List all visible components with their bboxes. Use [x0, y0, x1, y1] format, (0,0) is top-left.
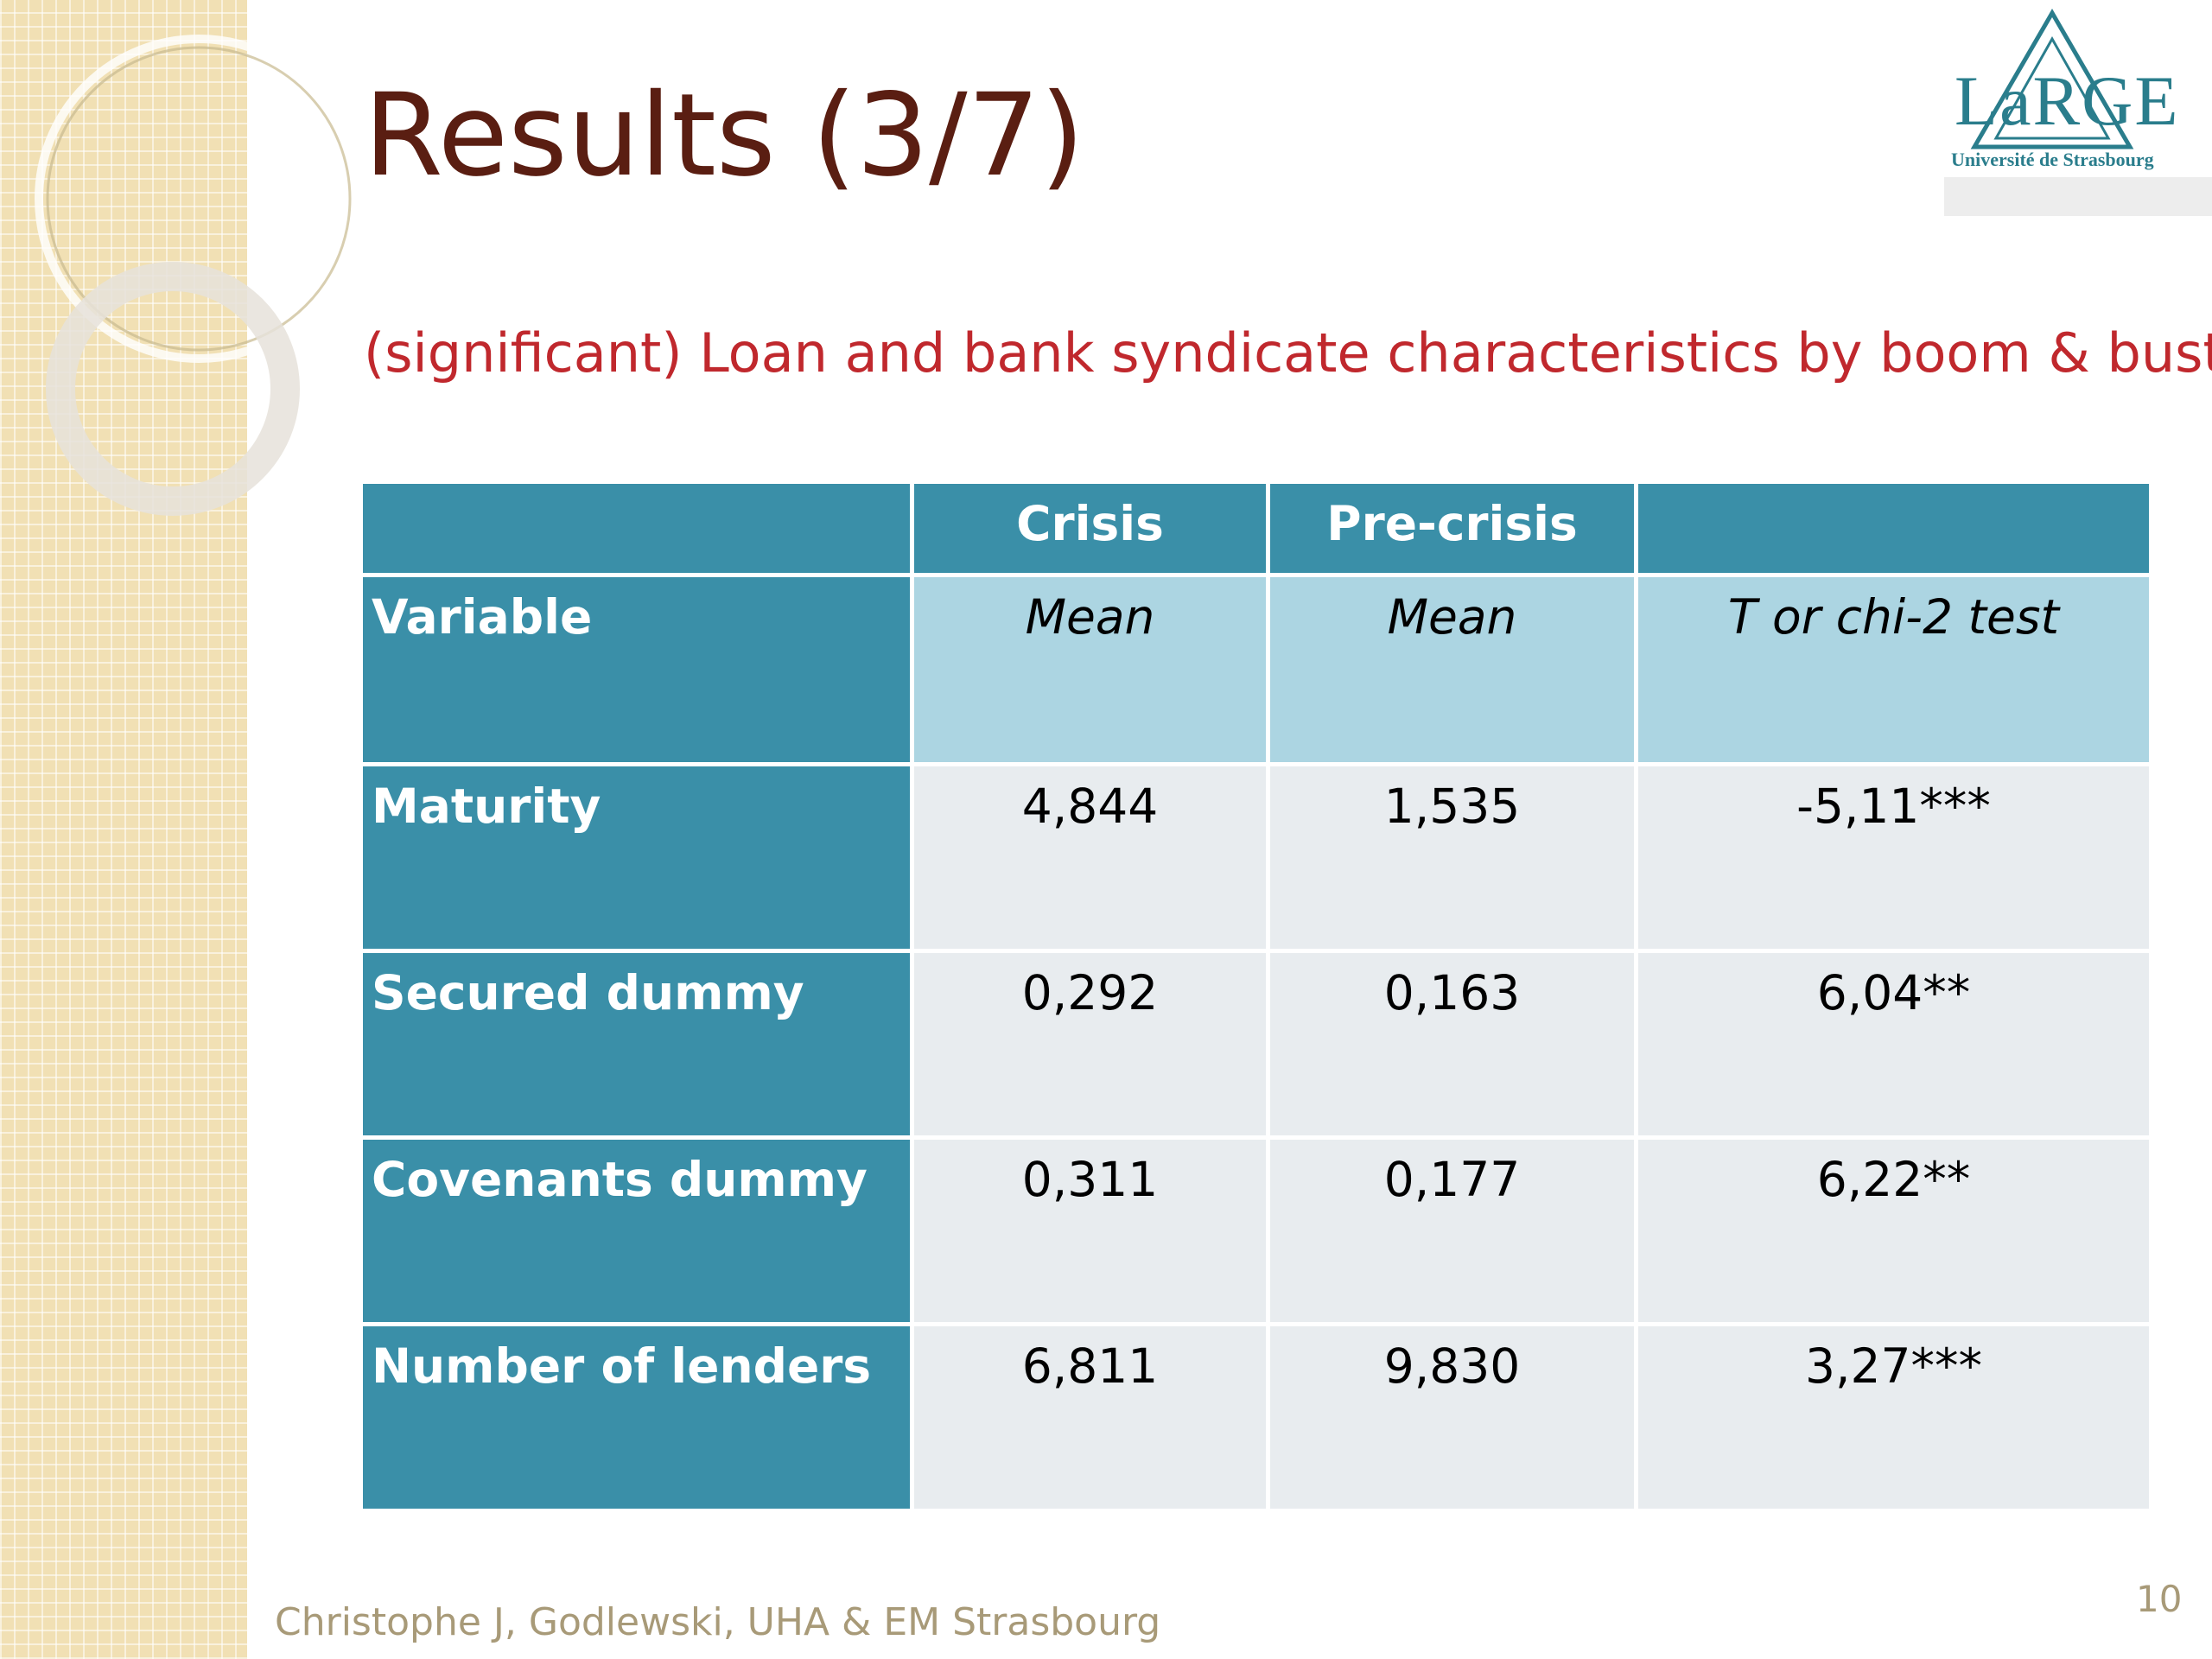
data-row: Covenants dummy 0,311 0,177 6,22** — [359, 1135, 2153, 1326]
row-label: Number of lenders — [359, 1322, 914, 1513]
value-cell: 1,535 — [1266, 762, 1638, 953]
logo-triangle — [1970, 9, 2134, 149]
column-label: T or chi-2 test — [1634, 573, 2153, 766]
results-table: Crisis Pre-crisis Variable Mean Mean T o… — [359, 480, 2153, 1513]
column-label: Mean — [1266, 573, 1638, 766]
ring — [46, 46, 352, 352]
row-label: Secured dummy — [359, 949, 914, 1140]
header-cell — [1634, 480, 2153, 577]
logo-mark — [1944, 9, 2212, 216]
data-row: Maturity 4,844 1,535 -5,11*** — [359, 762, 2153, 953]
page-number: 10 — [2136, 1578, 2183, 1620]
data-row: Secured dummy 0,292 0,163 6,04** — [359, 949, 2153, 1140]
data-row: Number of lenders 6,811 9,830 3,27*** — [359, 1322, 2153, 1513]
subtitle: (significant) Loan and bank syndicate ch… — [364, 321, 2212, 385]
ring — [35, 35, 363, 363]
row-label: Covenants dummy — [359, 1135, 914, 1326]
title: Results (3/7) — [364, 69, 1085, 202]
column-row: Variable Mean Mean T or chi-2 test — [359, 573, 2153, 766]
group-label: Crisis — [910, 480, 1270, 577]
value-cell: 0,177 — [1266, 1135, 1638, 1326]
logo-institution: Université de Strasbourg — [1951, 149, 2154, 170]
group-label: Pre-crisis — [1266, 480, 1638, 577]
value-cell: 9,830 — [1266, 1322, 1638, 1513]
logo-triangle — [1993, 35, 2111, 140]
decor-rings — [35, 35, 363, 516]
column-label: Variable — [359, 573, 914, 766]
value-cell: 3,27*** — [1634, 1322, 2153, 1513]
value-cell: 6,811 — [910, 1322, 1270, 1513]
header-cell — [359, 480, 914, 577]
footer: Christophe J, Godlewski, UHA & EM Strasb… — [275, 1600, 1161, 1644]
row-label: Maturity — [359, 762, 914, 953]
value-cell: 0,311 — [910, 1135, 1270, 1326]
value-cell: -5,11*** — [1634, 762, 2153, 953]
ring — [46, 262, 300, 516]
logo-name: LaRGE — [1955, 61, 2180, 140]
group-row: Crisis Pre-crisis — [359, 480, 2153, 577]
logo-shadow — [1944, 177, 2212, 216]
value-cell: 0,292 — [910, 949, 1270, 1140]
column-label: Mean — [910, 573, 1270, 766]
value-cell: 6,22** — [1634, 1135, 2153, 1326]
value-cell: 6,04** — [1634, 949, 2153, 1140]
value-cell: 4,844 — [910, 762, 1270, 953]
value-cell: 0,163 — [1266, 949, 1638, 1140]
